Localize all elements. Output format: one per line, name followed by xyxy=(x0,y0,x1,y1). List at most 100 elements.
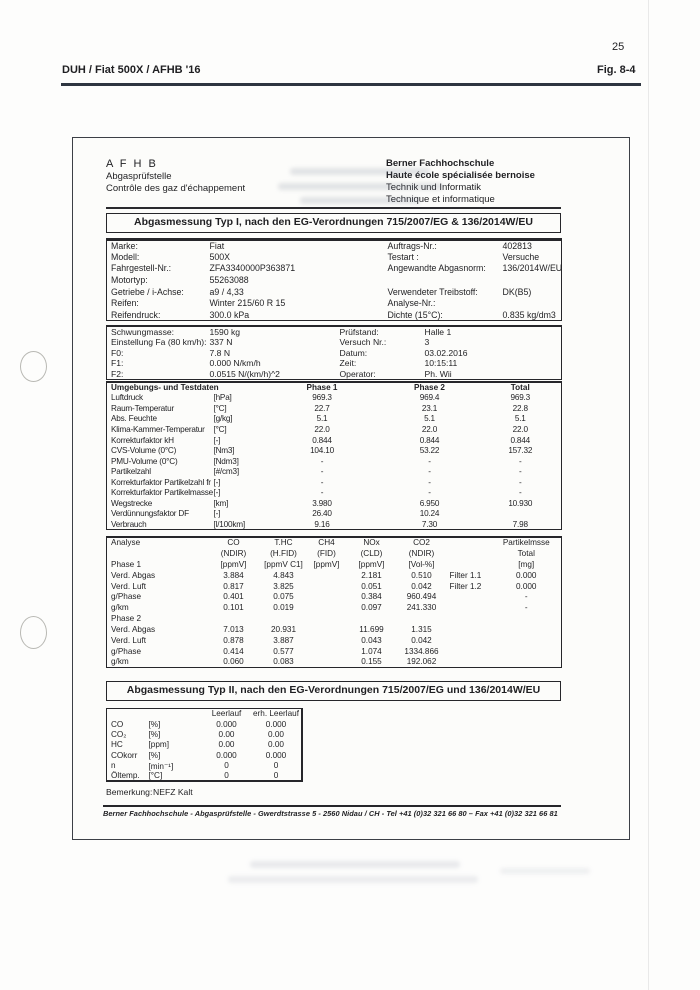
table-cell: Reifendruck: xyxy=(111,309,161,320)
table-row: Modell: 500X Testart : Versuche xyxy=(107,251,562,263)
table-cell: 0.00 xyxy=(268,729,284,739)
table-cell xyxy=(492,646,562,657)
org-department-fr: Contrôle des gaz d'échappement xyxy=(106,183,246,194)
table-cell xyxy=(480,509,562,520)
table-cell xyxy=(447,537,492,548)
table-cell: Raum-Temperatur xyxy=(111,403,174,413)
table-cell: 0.817 xyxy=(223,581,244,591)
analysis-table: Analyse CO T.HC CH4 NOx CO2 Partikelmsse (NDIR)… xyxy=(106,536,562,669)
table-cell: 0.384 xyxy=(361,592,382,602)
table-cell: Schwungmasse: xyxy=(111,327,175,337)
table-cell: 969.3 xyxy=(510,393,531,403)
table-row: Verd. Abgas 3.884 4.843 2.181 0.510 Filter 1.… xyxy=(107,570,562,581)
table-cell: 0.083 xyxy=(273,657,294,667)
table-cell: 7.8 N xyxy=(209,347,231,358)
table-cell: 7.013 xyxy=(223,625,244,635)
table-cell: Öltemp. xyxy=(111,771,140,781)
table-row: Reifen: Winter 215/60 R 15 Analyse-Nr.: xyxy=(107,297,562,309)
figure-label: Fig. 8-4 xyxy=(597,64,636,76)
table-cell: 3 xyxy=(424,337,430,348)
binder-hole-top xyxy=(20,351,47,382)
table-cell: Luftdruck xyxy=(111,393,143,403)
table-cell: Filter 1.1 xyxy=(449,570,482,580)
table-cell: Motortyp: xyxy=(111,275,148,286)
table-cell: PMU-Volume (0°C) xyxy=(111,456,178,466)
table-cell: a9 / 4,33 xyxy=(209,286,244,297)
table-cell: 104.10 xyxy=(310,446,334,456)
document-reference: DUH / Fiat 500X / AFHB '16 xyxy=(62,64,201,76)
table-cell: Phase 2 xyxy=(414,383,445,393)
table-cell: Einstellung Fa (80 km/h): xyxy=(111,337,207,348)
table-cell: 0.000 xyxy=(265,719,287,729)
table-cell: 0.0515 N/(km/h)^2 xyxy=(209,368,280,379)
table-cell: 402813 xyxy=(502,241,532,252)
table-cell: Zeit: xyxy=(339,358,357,369)
table-cell xyxy=(447,559,492,570)
table-cell: Verdünnungsfaktor DF xyxy=(111,509,189,519)
table-cell: [%] xyxy=(148,750,161,760)
table-cell: DK(B5) xyxy=(502,286,532,297)
table-cell: - xyxy=(518,467,522,477)
table-cell: [°C] xyxy=(148,771,163,781)
table-cell: Versuch Nr.: xyxy=(339,337,387,348)
table-cell: 960.494 xyxy=(406,592,437,602)
table-cell: 0.019 xyxy=(273,603,294,613)
table-cell: Reifen: xyxy=(111,298,139,309)
table-cell: 1334.866 xyxy=(404,646,439,656)
table-cell: 26.40 xyxy=(312,509,332,519)
table-cell: 0 xyxy=(273,761,279,771)
table-cell: 0.042 xyxy=(411,581,432,591)
table-row: Motortyp: 55263088 xyxy=(107,274,562,286)
environment-table: Umgebungs- und Testdaten Phase 1 Phase 2 To… xyxy=(106,381,562,531)
table-cell: NOx xyxy=(363,538,380,548)
table-cell: 22.0 xyxy=(512,424,528,434)
table-cell: [mg] xyxy=(518,559,535,569)
table-cell: Leerlauf xyxy=(211,709,242,719)
table-cell: - xyxy=(320,488,324,498)
table-cell: (CLD) xyxy=(360,548,383,558)
table-cell: Auftrags-Nr.: xyxy=(387,241,437,252)
table-cell: [%] xyxy=(148,719,161,729)
table-cell: Phase 1 xyxy=(111,559,142,569)
table-cell xyxy=(107,548,207,559)
table-cell: [min⁻¹] xyxy=(148,761,174,771)
table-cell: [%] xyxy=(148,729,161,739)
table-cell: Getriebe / i-Achse: xyxy=(111,286,184,297)
table-cell xyxy=(307,635,347,646)
table-cell: Verd. Abgas xyxy=(111,570,156,580)
table-cell: g/km xyxy=(111,657,129,667)
table-cell: 0 xyxy=(224,771,229,781)
table-cell xyxy=(447,657,492,668)
table-row: Korrekturfaktor Partikelmasse [-] - - - xyxy=(107,487,562,498)
table-cell: Verwendeter Treibstoff: xyxy=(387,286,478,297)
org-department: Abgasprüfstelle xyxy=(106,171,172,182)
table-cell: 0.878 xyxy=(223,635,244,645)
table-cell: [-] xyxy=(213,435,221,445)
table-cell: 0.844 xyxy=(419,435,440,445)
table-row: F2: 0.0515 N/(km/h)^2 Operator: Ph. Wii xyxy=(107,369,562,380)
table-cell: [ppmV] xyxy=(313,559,340,569)
school-name-fr: Haute école spécialisée bernoise xyxy=(386,170,535,181)
table-cell: Modell: xyxy=(111,251,140,262)
table-cell: - xyxy=(428,477,431,487)
table-cell: 0.835 kg/dm3 xyxy=(502,309,556,320)
table-cell: 53.22 xyxy=(419,446,440,456)
table-cell: 0.00 xyxy=(218,729,235,739)
table-cell: 1.074 xyxy=(361,646,382,656)
table-cell: Datum: xyxy=(339,347,368,358)
scan-artifact xyxy=(250,861,460,868)
table-cell: (NDIR) xyxy=(220,548,247,558)
vehicle-info-table: Marke: Fiat Auftrags-Nr.: 402813 Modell: 500X… xyxy=(106,238,563,322)
table-cell: 0.075 xyxy=(273,592,294,602)
table-row: F0: 7.8 N Datum: 03.02.2016 xyxy=(107,348,562,359)
table-row: PMU-Volume (0°C) [Ndm3] - - - xyxy=(107,456,562,467)
table-cell: 0.000 xyxy=(265,750,287,760)
table-row: Verd. Abgas 7.013 20.931 11.699 1.315 xyxy=(107,624,562,635)
table-cell: 136/2014W/EU xyxy=(502,263,563,274)
table-cell: [hPa] xyxy=(213,393,232,403)
table-cell: n xyxy=(111,761,116,771)
table-cell: 5.1 xyxy=(514,414,526,424)
table-row: Abs. Feuchte [g/kg] 5.1 5.1 5.1 xyxy=(107,414,562,425)
table-cell: [°C] xyxy=(213,424,227,434)
